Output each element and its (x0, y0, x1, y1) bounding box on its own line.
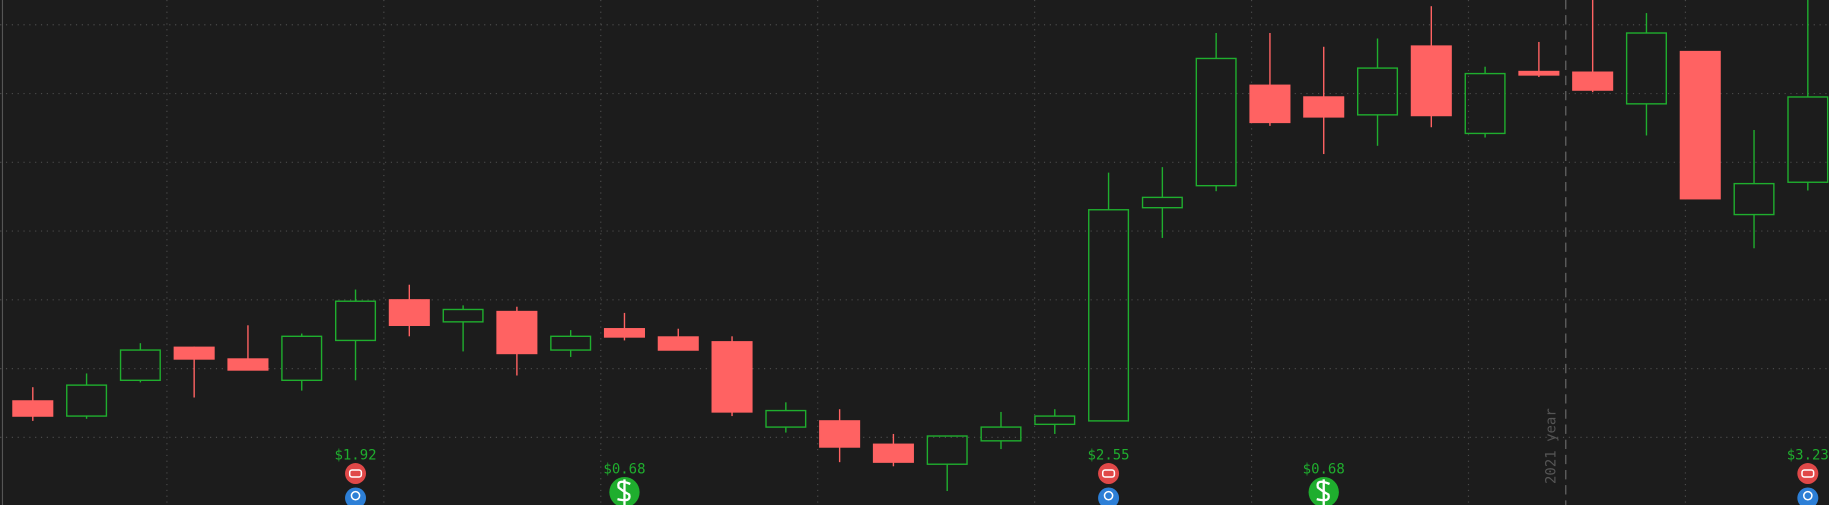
candle-body (1303, 96, 1345, 118)
candle-body (496, 310, 538, 355)
candle-body (1088, 209, 1130, 422)
candle-body (119, 349, 161, 382)
candle-body (1787, 96, 1829, 183)
earnings-label: $1.92 (334, 448, 376, 464)
candle-body (1572, 71, 1614, 91)
report-icon-glyph (1103, 490, 1114, 501)
report-icon (1098, 487, 1120, 505)
candle-body (1141, 196, 1183, 209)
earnings-icon-glyph (1801, 469, 1815, 478)
dividend-label: $0.68 (1303, 462, 1345, 478)
earnings-icon-glyph (1101, 469, 1116, 478)
candle-body (1356, 67, 1399, 116)
candle-body (1679, 50, 1721, 200)
candle-body (1464, 72, 1506, 135)
candle-body (442, 308, 484, 323)
earnings-icon (345, 463, 367, 485)
candle-body (819, 420, 861, 448)
dividend-icon-glyph (1316, 479, 1331, 505)
candle-body (603, 328, 645, 338)
earnings-label: $2.55 (1088, 448, 1130, 464)
period-label: 2021 year (1543, 408, 1559, 484)
candle-body (334, 300, 377, 342)
candle-body (657, 336, 699, 351)
candle-body (550, 335, 592, 351)
earnings-icon-glyph (348, 469, 363, 478)
candle-body (1034, 415, 1076, 426)
candle-body (1625, 32, 1667, 105)
earnings-icon (1098, 463, 1120, 485)
candle-body (66, 384, 108, 417)
earnings-icon (1797, 463, 1819, 485)
candle-body (765, 409, 807, 428)
report-icon (1797, 487, 1819, 505)
report-icon (345, 487, 367, 505)
candle-body (173, 346, 215, 360)
candle-body (1518, 70, 1560, 76)
candle-body (1733, 182, 1775, 216)
candle-body (1249, 84, 1291, 124)
report-icon-glyph (350, 490, 361, 501)
candle-body (1410, 45, 1452, 117)
candle-body (388, 299, 430, 326)
candle-body (926, 435, 968, 465)
report-icon-glyph (1802, 490, 1813, 501)
earnings-label: $3.23 (1787, 448, 1829, 464)
candle-body (872, 443, 914, 463)
dividend-label: $0.68 (603, 462, 645, 478)
candle-body (980, 426, 1022, 442)
candle-body (281, 335, 323, 382)
candle-body (12, 400, 54, 417)
dividend-icon-glyph (617, 479, 631, 505)
candle-body (1195, 57, 1237, 187)
candle-body (711, 341, 753, 413)
candle-body (227, 358, 269, 371)
